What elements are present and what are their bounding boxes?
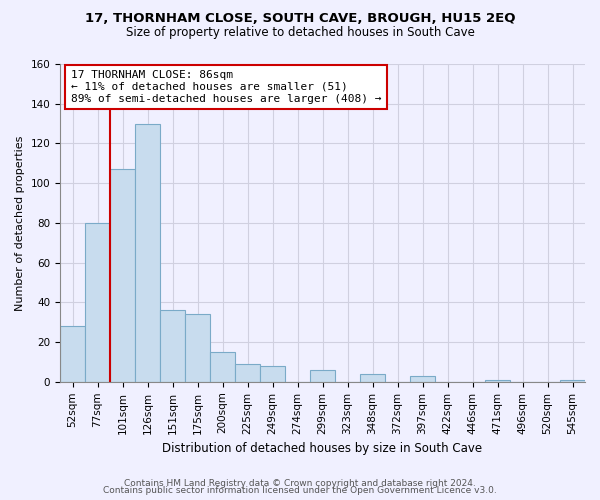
Bar — [160, 310, 185, 382]
Text: Size of property relative to detached houses in South Cave: Size of property relative to detached ho… — [125, 26, 475, 39]
Bar — [210, 352, 235, 382]
Bar — [485, 380, 510, 382]
Bar — [135, 124, 160, 382]
Bar — [85, 223, 110, 382]
Y-axis label: Number of detached properties: Number of detached properties — [15, 135, 25, 310]
X-axis label: Distribution of detached houses by size in South Cave: Distribution of detached houses by size … — [163, 442, 482, 455]
Text: 17, THORNHAM CLOSE, SOUTH CAVE, BROUGH, HU15 2EQ: 17, THORNHAM CLOSE, SOUTH CAVE, BROUGH, … — [85, 12, 515, 26]
Bar — [185, 314, 210, 382]
Text: Contains HM Land Registry data © Crown copyright and database right 2024.: Contains HM Land Registry data © Crown c… — [124, 478, 476, 488]
Text: 17 THORNHAM CLOSE: 86sqm
← 11% of detached houses are smaller (51)
89% of semi-d: 17 THORNHAM CLOSE: 86sqm ← 11% of detach… — [71, 70, 381, 104]
Bar — [235, 364, 260, 382]
Bar — [260, 366, 285, 382]
Text: Contains public sector information licensed under the Open Government Licence v3: Contains public sector information licen… — [103, 486, 497, 495]
Bar — [410, 376, 435, 382]
Bar — [60, 326, 85, 382]
Bar — [310, 370, 335, 382]
Bar — [560, 380, 585, 382]
Bar — [360, 374, 385, 382]
Bar — [110, 170, 135, 382]
